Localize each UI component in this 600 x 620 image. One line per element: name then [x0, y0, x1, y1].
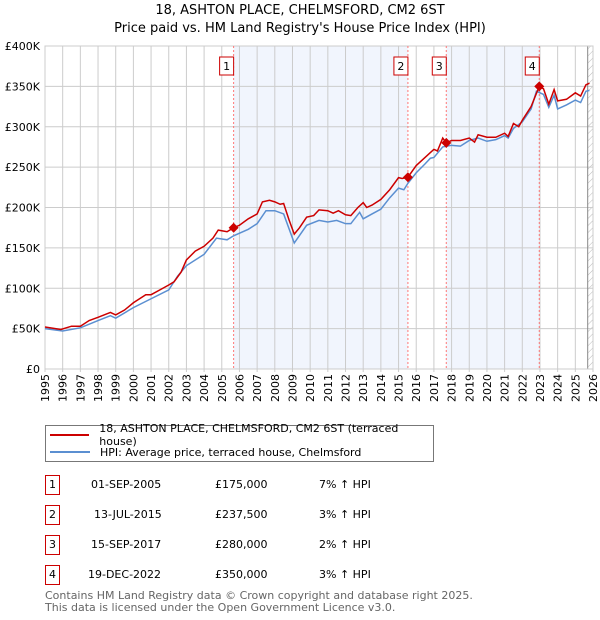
legend-swatch-blue: [50, 451, 90, 453]
y-tick-label: £400K: [5, 40, 41, 53]
sale-point: [228, 222, 239, 233]
sale-label: 3: [436, 60, 443, 73]
sale-date: 15-SEP-2017: [91, 538, 162, 551]
sale-label: 2: [397, 60, 404, 73]
y-tick-label: £0: [26, 363, 40, 376]
sale-date: 13-JUL-2015: [94, 508, 162, 521]
sale-point: [534, 81, 545, 92]
x-tick-label: 2020: [481, 374, 494, 402]
sale-label-box: [393, 56, 409, 76]
x-tick-label: 2004: [198, 374, 211, 402]
x-tick-label: 2023: [534, 374, 547, 402]
legend: 18, ASHTON PLACE, CHELMSFORD, CM2 6ST (t…: [45, 422, 434, 462]
legend-item-property: 18, ASHTON PLACE, CHELMSFORD, CM2 6ST (t…: [50, 422, 433, 448]
x-tick-label: 1995: [39, 374, 52, 402]
sale-row: 3 15-SEP-2017 £280,000 2% ↑ HPI: [45, 535, 445, 555]
x-tick-label: 2000: [127, 374, 140, 402]
x-tick-label: 2001: [145, 374, 158, 402]
y-tick-label: £350K: [5, 80, 41, 93]
x-tick-label: 2025: [569, 374, 582, 402]
y-tick-label: £250K: [5, 161, 41, 174]
sale-hpi: 2% ↑ HPI: [319, 538, 371, 551]
legend-swatch-red: [50, 434, 90, 436]
sale-point: [441, 137, 452, 148]
footer-licence: This data is licensed under the Open Gov…: [45, 601, 396, 614]
chart-title: 18, ASHTON PLACE, CHELMSFORD, CM2 6ST: [155, 3, 445, 18]
sale-date: 19-DEC-2022: [88, 568, 162, 581]
sale-hpi: 3% ↑ HPI: [319, 508, 371, 521]
sale-number: 4: [45, 565, 60, 585]
x-tick-label: 2008: [269, 374, 282, 402]
y-tick-label: £50K: [12, 323, 41, 336]
sale-point: [402, 172, 413, 183]
x-tick-label: 2009: [286, 374, 299, 402]
sale-hpi: 3% ↑ HPI: [319, 568, 371, 581]
x-tick-label: 2011: [322, 374, 335, 402]
x-tick-label: 1997: [74, 374, 87, 402]
plot-border: [44, 45, 594, 370]
plot-area: 1995 1996 1997 1998 1999 2000 2001 2002 2003 2004…: [5, 40, 600, 402]
x-tick-label: 2016: [410, 374, 423, 402]
x-tick-label: 2005: [216, 374, 229, 402]
x-tick-label: 2017: [428, 374, 441, 402]
x-tick-label: 2002: [163, 374, 176, 402]
sale-row: 4 19-DEC-2022 £350,000 3% ↑ HPI: [45, 565, 445, 585]
sale-label: 1: [223, 60, 230, 73]
chart-subtitle: Price paid vs. HM Land Registry's House …: [114, 21, 486, 36]
x-tick-label: 2012: [340, 374, 353, 402]
sale-row: 2 13-JUL-2015 £237,500 3% ↑ HPI: [45, 505, 445, 525]
x-tick-label: 1999: [110, 374, 123, 402]
x-tick-label: 2010: [304, 374, 317, 402]
x-tick-label: 2018: [446, 374, 459, 402]
x-tick-label: 2007: [251, 374, 264, 402]
y-tick-label: £100K: [5, 282, 41, 295]
x-tick-label: 2013: [357, 374, 370, 402]
sale-price: £175,000: [215, 478, 268, 491]
x-tick-label: 2015: [393, 374, 406, 402]
sale-row: 1 01-SEP-2005 £175,000 7% ↑ HPI: [45, 475, 445, 495]
x-tick-label: 2022: [516, 374, 529, 402]
y-tick-label: £150K: [5, 242, 41, 255]
series-line: [44, 82, 590, 331]
sale-number: 1: [45, 475, 60, 495]
sale-date: 01-SEP-2005: [91, 478, 162, 491]
footer-copyright: Contains HM Land Registry data © Crown c…: [45, 589, 473, 602]
sale-number: 3: [45, 535, 60, 555]
x-tick-label: 2021: [499, 374, 512, 402]
sale-number: 2: [45, 505, 60, 525]
x-tick-label: 1998: [92, 374, 105, 402]
y-tick-label: £300K: [5, 121, 41, 134]
legend-label: HPI: Average price, terraced house, Chel…: [100, 445, 362, 459]
y-tick-label: £200K: [5, 202, 41, 215]
sale-label-box: [431, 56, 447, 76]
x-tick-label: 2024: [552, 374, 565, 402]
x-tick-label: 2014: [375, 374, 388, 402]
x-tick-label: 2019: [463, 374, 476, 402]
sale-hpi: 7% ↑ HPI: [319, 478, 371, 491]
series-line: [44, 89, 590, 332]
sale-label: 4: [529, 60, 536, 73]
x-tick-label: 2003: [180, 374, 193, 402]
x-tick-label: 2006: [233, 374, 246, 402]
sale-price: £280,000: [215, 538, 268, 551]
legend-label: 18, ASHTON PLACE, CHELMSFORD, CM2 6ST (t…: [99, 422, 399, 448]
sale-label-box: [219, 56, 235, 76]
x-tick-label: 1996: [57, 374, 70, 402]
legend-item-hpi: HPI: Average price, terraced house, Chel…: [50, 444, 361, 460]
sale-label-box: [524, 56, 540, 76]
sale-price: £350,000: [215, 568, 268, 581]
x-tick-label: 2026: [587, 374, 600, 402]
sale-price: £237,500: [215, 508, 268, 521]
